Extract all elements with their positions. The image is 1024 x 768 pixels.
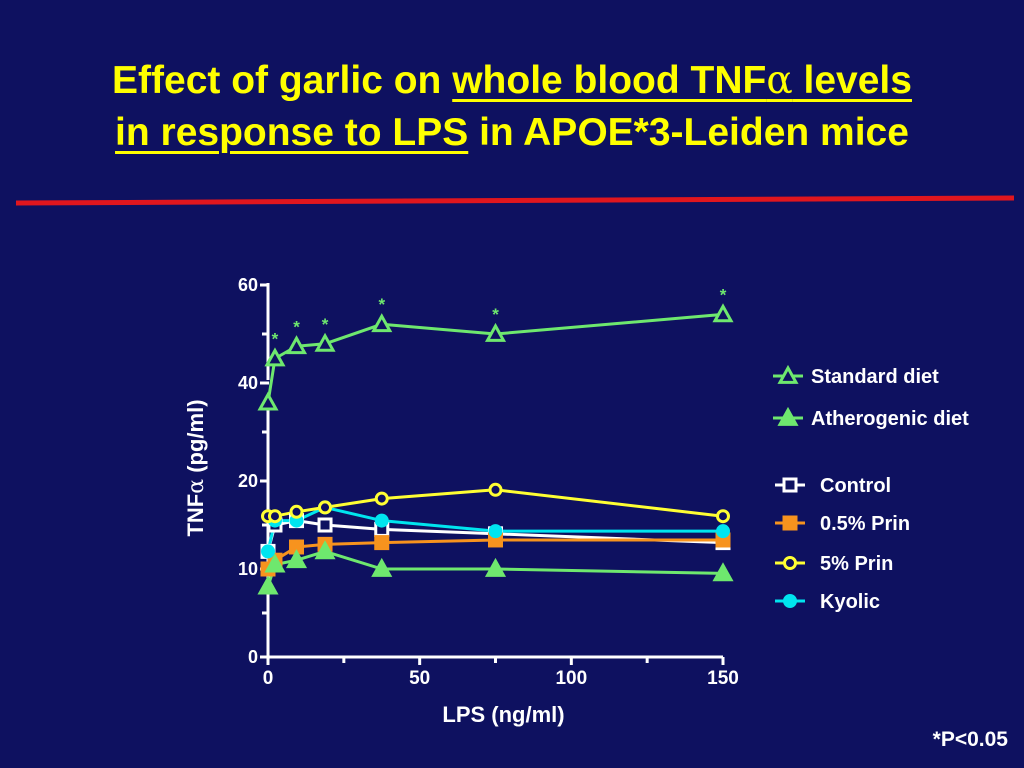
data-point	[716, 524, 730, 539]
legend-marker	[777, 364, 799, 384]
x-tick-label: 0	[263, 668, 274, 689]
data-point	[285, 549, 308, 569]
data-point	[484, 557, 507, 577]
data-point	[314, 540, 336, 560]
legend-marker	[783, 594, 797, 608]
y-tick-label: 40	[238, 373, 258, 393]
legend-label: Kyolic	[820, 591, 880, 613]
legend-label: Control	[820, 475, 891, 497]
data-point	[374, 513, 389, 528]
slide-title: Effect of garlic on whole blood TNFα lev…	[0, 55, 1024, 159]
y-tick-label: 20	[238, 471, 258, 491]
legend-label: Standard diet	[811, 366, 939, 388]
data-point	[374, 491, 389, 506]
significance-footnote: *P<0.05	[932, 728, 1008, 751]
data-point	[484, 322, 507, 342]
data-point	[371, 313, 393, 333]
data-point	[264, 347, 286, 367]
chart-markers: * * * * * *	[257, 285, 734, 595]
data-point	[261, 544, 275, 559]
data-point	[374, 535, 390, 551]
legend-label: Atherogenic diet	[811, 408, 969, 430]
legend-marker	[783, 556, 797, 570]
legend-label: 0.5% Prin	[820, 513, 910, 535]
data-point	[317, 517, 333, 533]
legend-label: 5% Prin	[820, 553, 893, 575]
title-text-plain-1: Effect of garlic on	[112, 59, 453, 102]
data-point	[712, 303, 734, 323]
data-point	[257, 391, 279, 411]
x-tick-label: 150	[707, 668, 739, 689]
significance-marker: *	[293, 317, 300, 336]
title-text-plain-2: in APOE*3-Leiden mice	[468, 111, 909, 154]
significance-marker: *	[378, 295, 385, 314]
legend-marker	[777, 406, 799, 426]
data-point	[371, 557, 393, 577]
title-text-underlined-2: in response to LPS	[115, 111, 469, 154]
data-point	[285, 335, 308, 355]
title-alpha-symbol: α	[766, 58, 793, 103]
significance-marker: *	[720, 285, 727, 304]
data-point	[257, 575, 279, 595]
y-tick-label: 0	[248, 647, 258, 667]
y-tick-label: 60	[238, 275, 258, 295]
chart-legend: Standard diet Atherogenic diet Control 0.5%…	[773, 364, 969, 613]
data-point	[264, 553, 286, 573]
title-text-underlined-1: whole blood TNFα levels	[452, 58, 912, 103]
significance-marker: *	[272, 330, 279, 349]
data-point	[712, 562, 734, 582]
data-point	[716, 509, 730, 524]
legend-marker	[782, 477, 798, 493]
data-point	[318, 500, 333, 515]
x-axis-label: LPS (ng/ml)	[442, 702, 564, 727]
chart-axes: 0 10 20 40 60 0 50 100 150 LPS (ng/ml) TNFα (pg/ml…	[183, 275, 739, 727]
significance-marker: *	[322, 315, 329, 334]
data-point	[289, 504, 304, 519]
y-axis-label: TNFα (pg/ml)	[183, 399, 209, 536]
x-tick-label: 100	[555, 668, 587, 689]
legend-marker	[782, 515, 798, 531]
x-tick-label: 50	[409, 668, 430, 689]
data-point	[267, 509, 282, 524]
data-point	[488, 482, 503, 497]
data-point	[314, 332, 336, 352]
y-tick-label: 10	[238, 559, 258, 579]
significance-marker: *	[492, 305, 499, 324]
title-divider	[15, 195, 1015, 206]
data-point	[488, 524, 503, 539]
